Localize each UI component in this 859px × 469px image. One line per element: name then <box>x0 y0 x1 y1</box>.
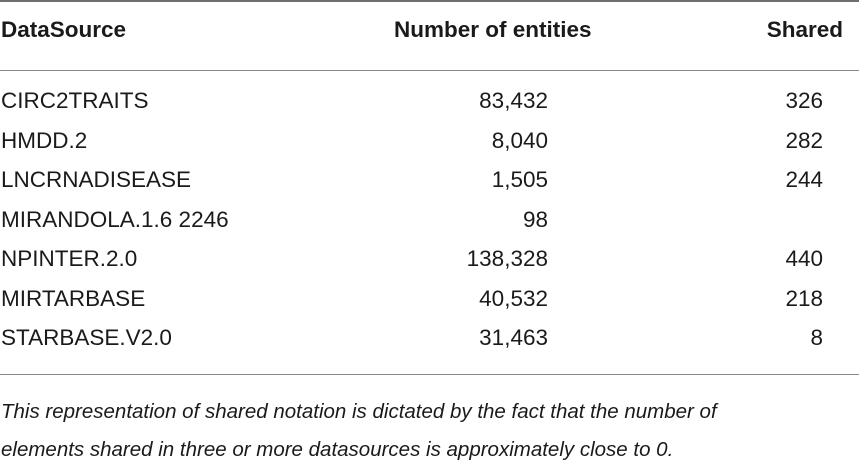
table-row: STARBASE.V2.0 31,463 8 <box>0 323 859 363</box>
table-header: DataSource Number of entities Shared <box>0 17 859 47</box>
cell-entities: 83,432 <box>479 88 548 113</box>
cell-shared: 244 <box>785 167 823 192</box>
table-row: MIRTARBASE 40,532 218 <box>0 284 859 324</box>
header-datasource: DataSource <box>1 17 127 42</box>
table-row: LNCRNADISEASE 1,505 244 <box>0 165 859 205</box>
table-row: CIRC2TRAITS 83,432 326 <box>0 86 859 126</box>
table-body: CIRC2TRAITS 83,432 326 HMDD.2 8,040 282 … <box>0 86 859 363</box>
footnote-line: This representation of shared notation i… <box>1 400 717 423</box>
table-row: MIRANDOLA.1.6 2246 98 <box>0 205 859 245</box>
cell-datasource: HMDD.2 <box>1 127 88 153</box>
cell-entities: 40,532 <box>479 285 548 311</box>
cell-datasource: LNCRNADISEASE <box>1 167 192 192</box>
cell-entities: 8,040 <box>491 127 548 153</box>
cell-entities: 31,463 <box>479 325 548 350</box>
table-footnote: This representation of shared notation i… <box>1 393 857 469</box>
cell-entities: 138,328 <box>466 246 548 271</box>
cell-datasource: STARBASE.V2.0 <box>1 325 172 350</box>
table-row: NPINTER.2.0 138,328 440 <box>0 244 859 284</box>
header-rule <box>0 70 859 71</box>
cell-shared: 282 <box>785 127 823 153</box>
cell-datasource: NPINTER.2.0 <box>1 246 138 271</box>
table-row: HMDD.2 8,040 282 <box>0 126 859 166</box>
header-shared: Shared <box>766 17 843 42</box>
cell-shared: 326 <box>785 88 823 113</box>
bottom-rule <box>0 374 859 375</box>
top-rule <box>0 0 859 2</box>
cell-shared: 218 <box>785 285 823 311</box>
header-number-of-entities: Number of entities <box>394 17 592 42</box>
cell-shared: 440 <box>785 246 823 271</box>
footnote-line: elements shared in three or more datasou… <box>1 438 674 461</box>
cell-datasource: MIRANDOLA.1.6 2246 <box>1 206 229 232</box>
cell-shared: 8 <box>810 325 823 350</box>
cell-entities: 98 <box>522 206 548 232</box>
cell-datasource: MIRTARBASE <box>1 285 146 311</box>
cell-entities: 1,505 <box>491 167 548 192</box>
cell-datasource: CIRC2TRAITS <box>1 88 149 113</box>
